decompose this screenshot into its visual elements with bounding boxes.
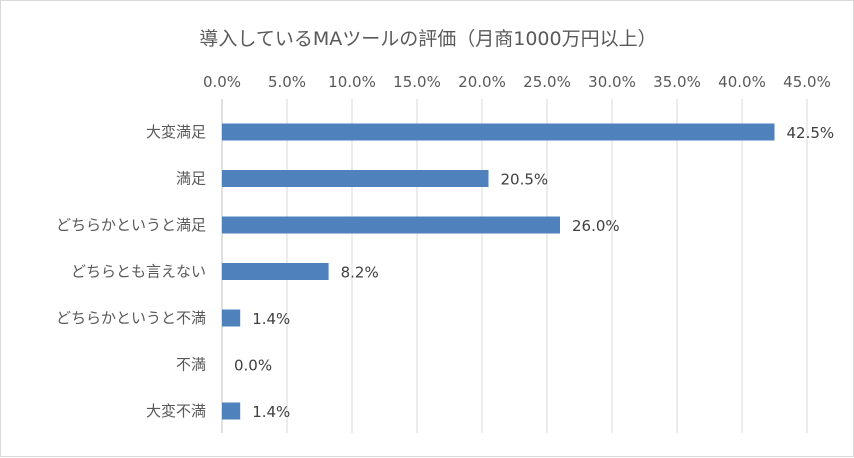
x-tick-label: 15.0% xyxy=(393,73,441,91)
x-tick-label: 10.0% xyxy=(328,73,376,91)
bar xyxy=(222,216,560,234)
x-tick-label: 35.0% xyxy=(653,73,701,91)
category-label: 大変満足 xyxy=(146,123,206,141)
bar xyxy=(222,170,489,187)
category-label: 不満 xyxy=(176,356,206,374)
category-label: どちらかというと不満 xyxy=(56,309,206,327)
bar xyxy=(222,309,241,327)
data-label: 42.5% xyxy=(787,124,835,142)
category-labels: 大変満足満足どちらかというと満足どちらとも言えないどちらかというと不満不満大変不… xyxy=(56,123,206,420)
bar xyxy=(222,263,329,280)
chart-title: 導入しているMAツールの評価（月商1000万円以上） xyxy=(199,28,656,50)
data-label: 1.4% xyxy=(252,310,290,328)
x-tick-label: 30.0% xyxy=(588,73,636,91)
x-tick-label: 5.0% xyxy=(268,73,306,91)
category-label: どちらかというと満足 xyxy=(56,216,206,234)
bar xyxy=(222,402,241,420)
data-label: 0.0% xyxy=(234,357,272,375)
data-labels: 42.5% 20.5% 26.0% 8.2% 1.4% 0.0% 1.4% xyxy=(234,124,834,421)
x-tick-label: 20.0% xyxy=(458,73,506,91)
data-label: 8.2% xyxy=(341,264,379,282)
x-tick-label: 25.0% xyxy=(523,73,571,91)
category-label: 満足 xyxy=(176,170,206,188)
data-label: 20.5% xyxy=(501,171,549,189)
category-label: 大変不満 xyxy=(146,402,206,420)
x-tick-label: 0.0% xyxy=(203,73,241,91)
category-label: どちらとも言えない xyxy=(71,263,206,281)
data-label: 26.0% xyxy=(572,217,620,235)
bar xyxy=(222,123,775,141)
x-axis-tick-labels: 0.0% 5.0% 10.0% 15.0% 20.0% 25.0% 30.0% 35.0% 40… xyxy=(203,73,831,91)
x-tick-label: 40.0% xyxy=(718,73,766,91)
x-tick-label: 45.0% xyxy=(783,73,831,91)
data-label: 1.4% xyxy=(252,403,290,421)
gridlines xyxy=(286,99,808,433)
bars xyxy=(222,123,775,420)
